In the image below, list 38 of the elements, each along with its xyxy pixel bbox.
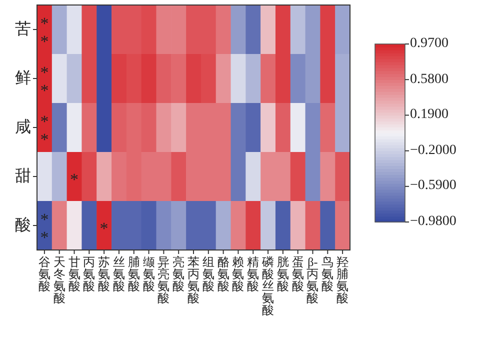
x-tick-label: 组氨酸 [202,255,215,293]
y-tick-label: 酸 [15,216,31,234]
x-tick-label: 天冬氨酸 [52,255,66,305]
x-tick-label: 蛋氨酸 [291,255,304,293]
x-tick-label: 鸟氨酸 [321,255,334,293]
color-bar-label: 0.1900 [410,107,448,124]
x-tick-label: 丙氨酸 [82,255,96,293]
x-tick-label: 丝氨酸 [112,255,126,293]
color-bar-label: −0.2000 [410,142,456,159]
color-bar-label: −0.5900 [410,178,456,194]
data-label: * [98,218,110,238]
y-tick-label: 咸 [15,118,31,136]
x-tick-label: 赖氨酸 [232,255,245,293]
x-tick-label: 胱氨酸 [276,255,290,293]
data-label: ** [39,112,50,148]
x-tick-label: β-丙氨酸 [306,255,320,305]
color-bar-label: 0.9700 [410,36,448,52]
x-tick-label: 磷酸丝氨酸 [262,255,275,317]
x-tick-label: 谷氨酸 [38,255,51,293]
x-tick-label: 苯丙氨酸 [187,255,200,305]
data-label: ** [39,14,50,50]
x-tick-label: 异亮氨酸 [157,255,170,305]
y-tick-label: 甜 [15,168,31,186]
x-tick-label: 甘氨酸 [68,255,81,293]
x-tick-label: 脯氨酸 [127,255,140,293]
x-tick-label: 苏氨酸 [98,255,111,293]
color-bar-label: 0.5800 [410,72,448,88]
x-tick-label: 羟脯氨酸 [336,255,350,305]
x-tick-label: 酪氨酸 [216,255,230,293]
data-label: * [68,170,80,188]
x-tick-label: 精氨酸 [246,255,260,293]
y-tick-label: 鲜 [15,70,31,88]
x-tick-label: 缬氨酸 [142,255,156,293]
x-tick-label: 亮氨酸 [172,255,186,293]
data-label: ** [39,62,50,100]
y-tick-label: 苦 [15,20,31,38]
data-label: * * [39,210,50,246]
color-bar-label: −0.9800 [410,214,456,230]
